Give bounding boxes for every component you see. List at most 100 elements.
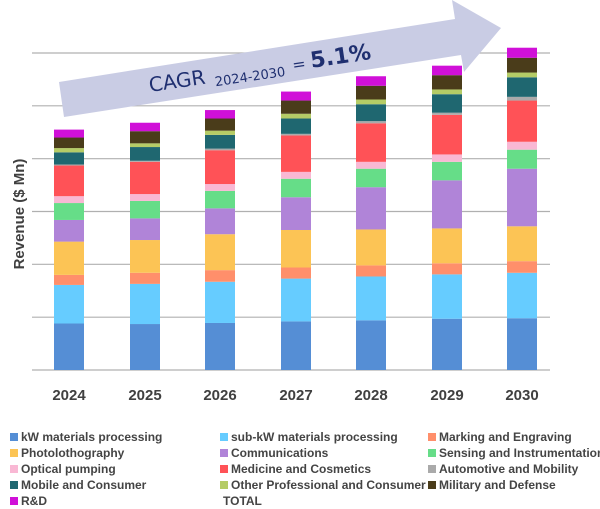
legend-item: Photolothography (10, 446, 124, 460)
bar-segment-photolothography-2030 (507, 226, 537, 262)
legend-label: Marking and Engraving (439, 430, 572, 444)
legend-label: Communications (231, 446, 329, 460)
bar-segment-military-and-defense-2030 (507, 57, 537, 73)
bar-segment-r-d-2028 (356, 76, 386, 86)
legend-label: Other Professional and Consumer (231, 478, 426, 492)
bar-segment-r-d-2026 (205, 110, 235, 119)
legend-item: TOTAL (220, 494, 262, 508)
bar-segment-r-d-2024 (54, 129, 84, 138)
x-tick-label: 2029 (430, 387, 463, 404)
bar-segment-kw-materials-processing-2024 (54, 323, 84, 370)
bar-segment-optical-pumping-2024 (54, 196, 84, 204)
bar-segment-kw-materials-processing-2025 (130, 324, 160, 370)
legend-label: TOTAL (223, 494, 262, 508)
legend-item: Mobile and Consumer (10, 478, 146, 492)
bar-segment-communications-2029 (432, 180, 462, 229)
legend-item: Military and Defense (428, 478, 556, 492)
legend-item: sub-kW materials processing (220, 430, 398, 444)
bar-segment-sub-kw-materials-processing-2030 (507, 272, 537, 319)
bar-2024 (54, 129, 84, 370)
bar-segment-optical-pumping-2026 (205, 184, 235, 191)
bar-segment-sensing-and-instrumentation-2030 (507, 149, 537, 169)
bar-segment-sub-kw-materials-processing-2028 (356, 276, 386, 321)
bar-segment-automotive-and-mobility-2027 (281, 133, 311, 136)
bar-2030 (507, 47, 537, 370)
bar-segment-mobile-and-consumer-2028 (356, 104, 386, 122)
bar-segment-sensing-and-instrumentation-2029 (432, 161, 462, 181)
bar-segment-sub-kw-materials-processing-2026 (205, 281, 235, 323)
legend-label: Photolothography (21, 446, 125, 460)
legend-swatch (428, 449, 436, 457)
bar-segment-automotive-and-mobility-2024 (54, 164, 84, 166)
bar-segment-marking-and-engraving-2027 (281, 267, 311, 279)
bar-segment-marking-and-engraving-2025 (130, 272, 160, 284)
bar-segment-marking-and-engraving-2024 (54, 274, 84, 285)
y-axis-label: Revenue ($ Mn) (11, 159, 28, 270)
bar-segment-automotive-and-mobility-2029 (432, 112, 462, 115)
x-tick-label: 2027 (279, 387, 312, 404)
legend-swatch (220, 465, 228, 473)
bar-segment-marking-and-engraving-2028 (356, 265, 386, 277)
legend-swatch (10, 465, 18, 473)
bar-segment-other-professional-and-consumer-2027 (281, 113, 311, 119)
legend-swatch (428, 465, 436, 473)
legend-swatch (220, 433, 228, 441)
legend-item: Other Professional and Consumer (220, 478, 426, 492)
bar-segment-marking-and-engraving-2030 (507, 261, 537, 273)
x-tick-label: 2025 (128, 387, 161, 404)
bar-segment-communications-2026 (205, 208, 235, 235)
legend-item: Marking and Engraving (428, 430, 572, 444)
bar-segment-sensing-and-instrumentation-2024 (54, 203, 84, 220)
bar-segment-communications-2024 (54, 219, 84, 242)
bar-segment-medicine-and-cosmetics-2024 (54, 165, 84, 197)
bar-segment-r-d-2030 (507, 47, 537, 58)
bar-segment-kw-materials-processing-2030 (507, 318, 537, 370)
bar-segment-other-professional-and-consumer-2028 (356, 99, 386, 105)
bar-segment-photolothography-2024 (54, 241, 84, 275)
bar-segment-sub-kw-materials-processing-2029 (432, 274, 462, 319)
legend-label: Sensing and Instrumentation (439, 446, 600, 460)
bar-segment-communications-2027 (281, 197, 311, 230)
bar-segment-optical-pumping-2030 (507, 141, 537, 150)
legend-item: Automotive and Mobility (428, 462, 578, 476)
bars (54, 47, 537, 370)
bar-segment-mobile-and-consumer-2029 (432, 94, 462, 113)
bar-segment-kw-materials-processing-2029 (432, 318, 462, 370)
x-tick-label: 2028 (354, 387, 387, 404)
bar-segment-military-and-defense-2029 (432, 75, 462, 90)
legend-label: kW materials processing (21, 430, 163, 444)
bar-segment-photolothography-2028 (356, 229, 386, 266)
legend-label: sub-kW materials processing (231, 430, 398, 444)
bar-2029 (432, 65, 462, 370)
legend-swatch (10, 449, 18, 457)
bar-segment-other-professional-and-consumer-2024 (54, 148, 84, 153)
bar-segment-optical-pumping-2028 (356, 161, 386, 169)
bar-segment-optical-pumping-2025 (130, 194, 160, 201)
bar-segment-photolothography-2027 (281, 229, 311, 268)
bar-segment-kw-materials-processing-2026 (205, 322, 235, 370)
bar-segment-sub-kw-materials-processing-2027 (281, 278, 311, 322)
bar-segment-military-and-defense-2028 (356, 85, 386, 100)
x-tick-label: 2026 (203, 387, 236, 404)
bar-segment-automotive-and-mobility-2026 (205, 148, 235, 151)
bar-segment-optical-pumping-2027 (281, 171, 311, 179)
bar-segment-other-professional-and-consumer-2029 (432, 89, 462, 95)
bar-segment-sensing-and-instrumentation-2028 (356, 168, 386, 188)
bar-segment-kw-materials-processing-2028 (356, 320, 386, 370)
legend-label: Medicine and Cosmetics (231, 462, 372, 476)
bar-segment-mobile-and-consumer-2026 (205, 134, 235, 149)
bar-segment-medicine-and-cosmetics-2028 (356, 123, 386, 162)
bar-segment-communications-2025 (130, 218, 160, 241)
bar-2027 (281, 91, 311, 370)
bar-segment-military-and-defense-2025 (130, 131, 160, 144)
bar-segment-mobile-and-consumer-2024 (54, 152, 84, 165)
bar-segment-r-d-2027 (281, 91, 311, 101)
bar-segment-other-professional-and-consumer-2025 (130, 143, 160, 148)
bar-segment-r-d-2025 (130, 122, 160, 132)
bar-segment-communications-2030 (507, 168, 537, 227)
legend-swatch (220, 449, 228, 457)
bar-segment-medicine-and-cosmetics-2026 (205, 150, 235, 185)
legend-item: Optical pumping (10, 462, 116, 476)
legend-label: Automotive and Mobility (439, 462, 579, 476)
legend-item: Sensing and Instrumentation (428, 446, 600, 460)
